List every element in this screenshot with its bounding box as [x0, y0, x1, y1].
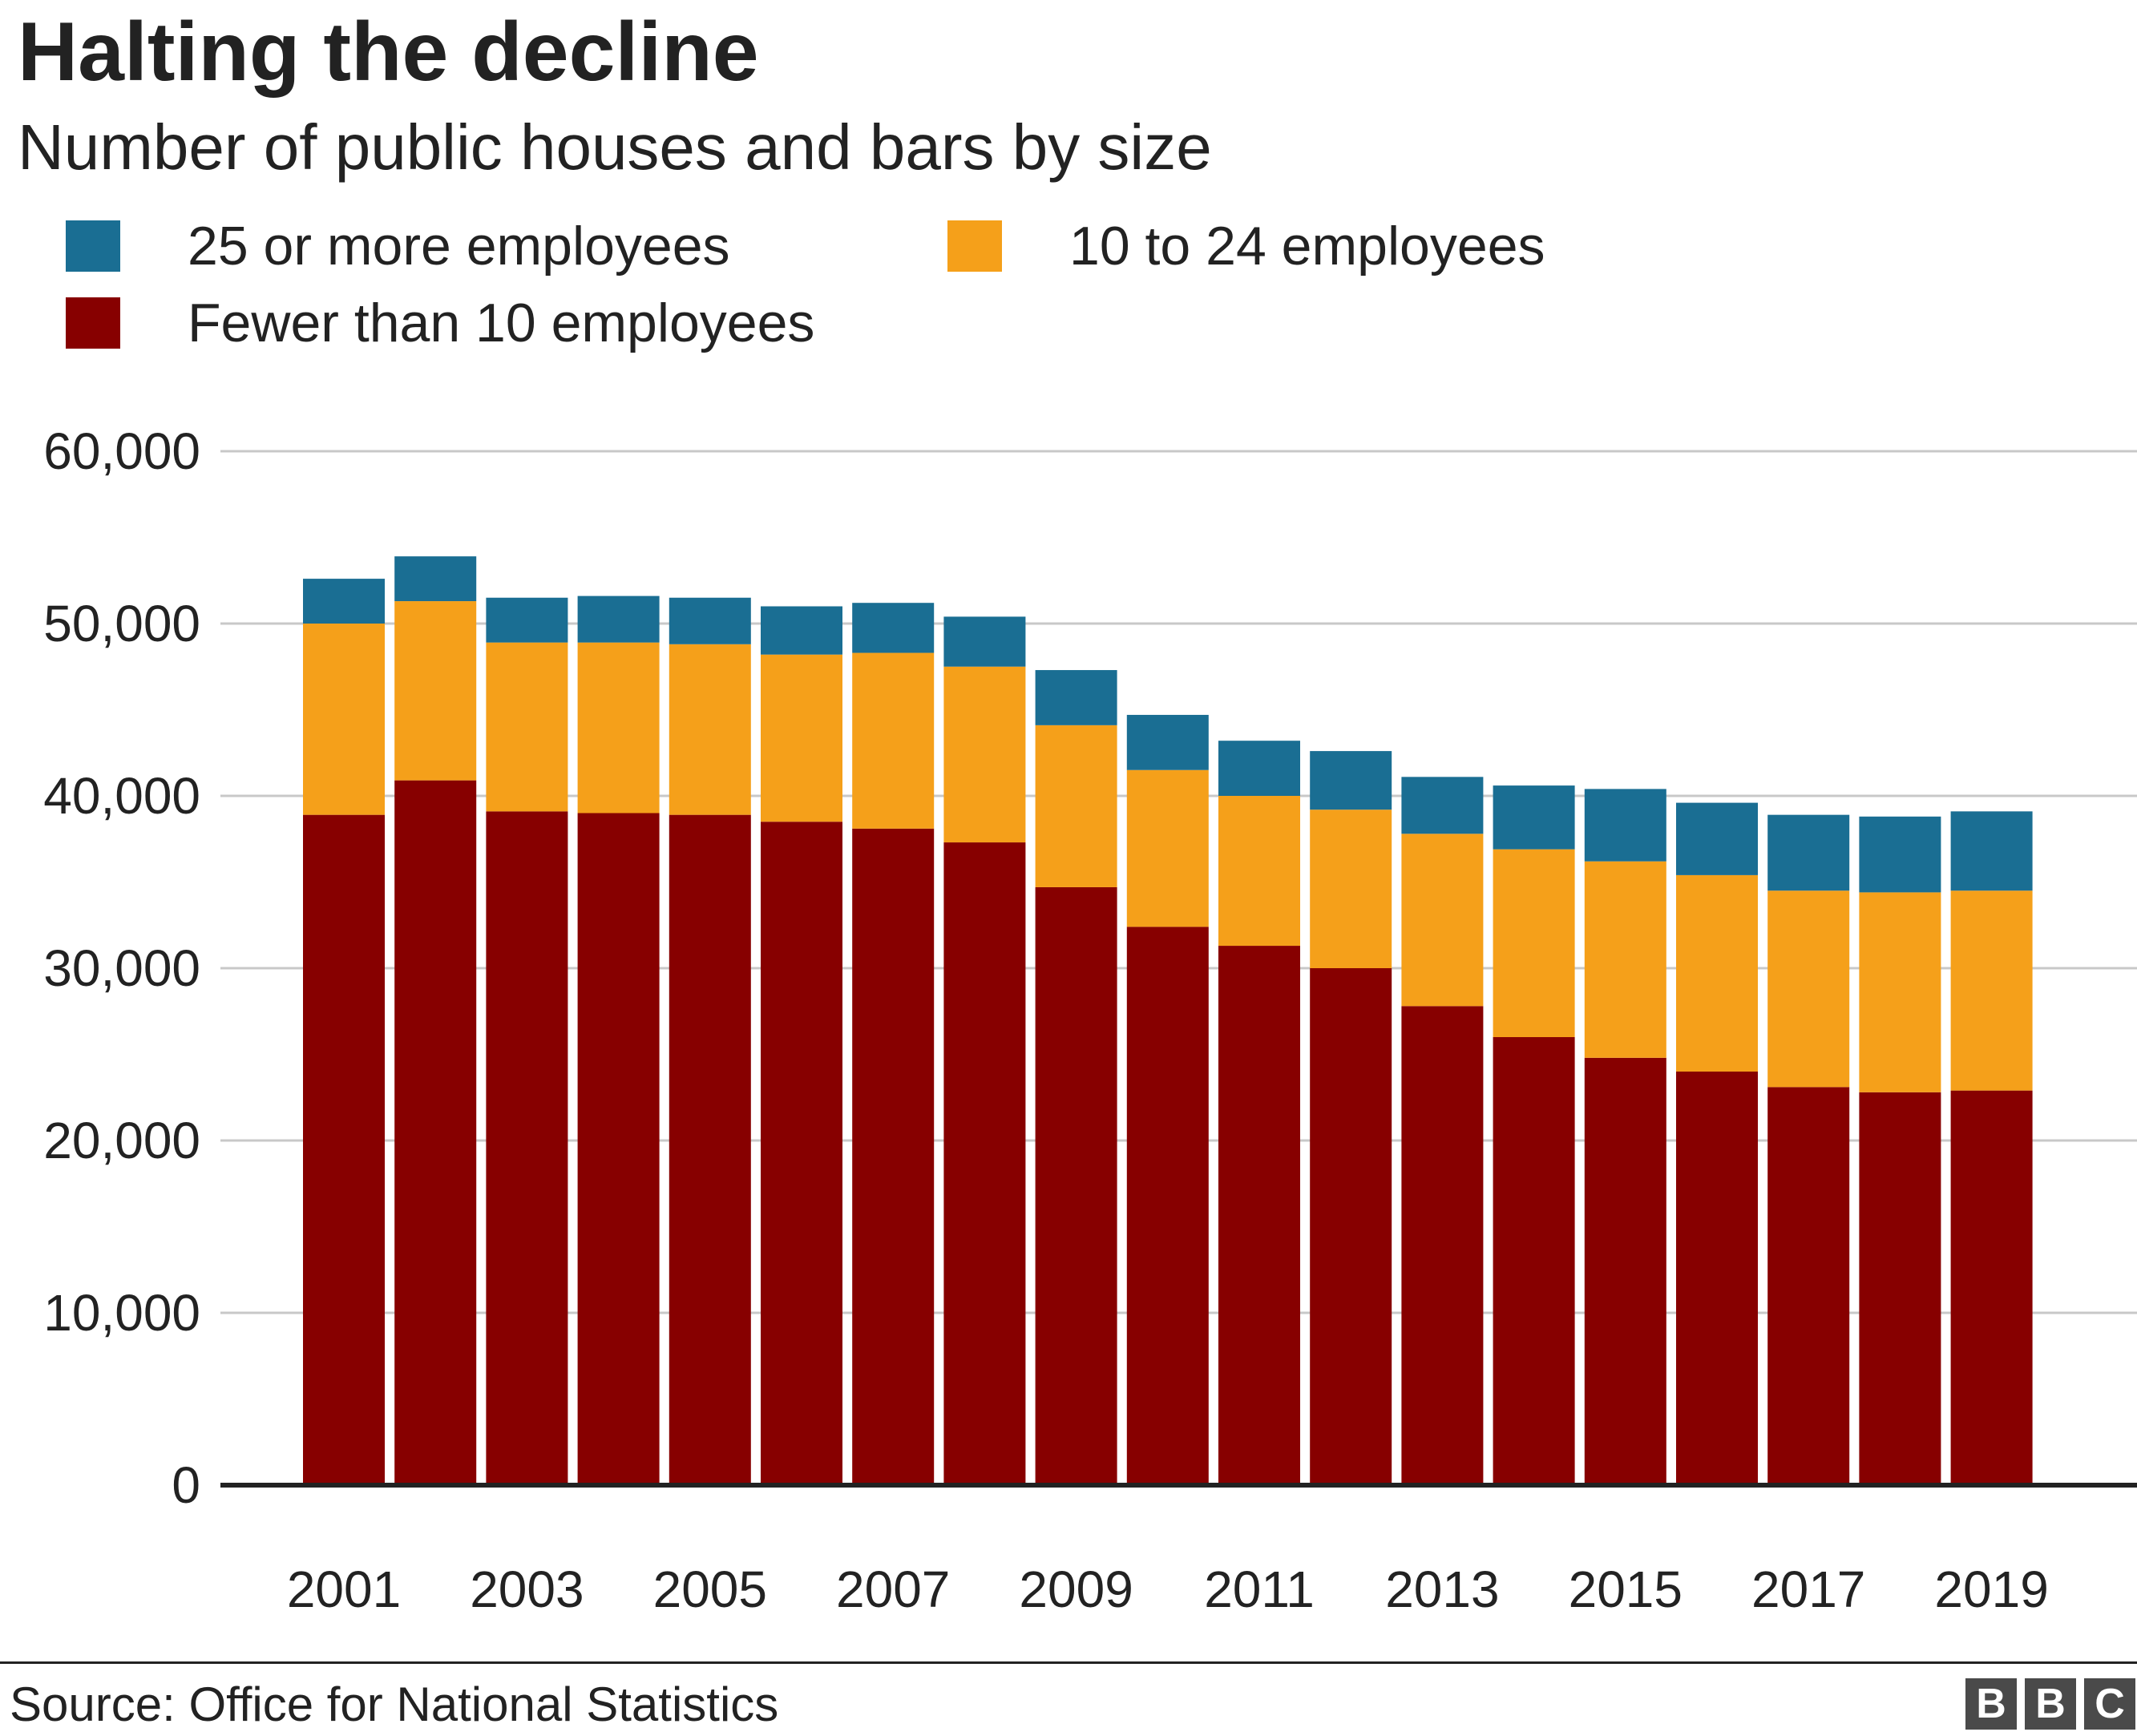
- y-tick-label: 20,000: [43, 1112, 200, 1169]
- bar-segment-25-or-more-employees: [1310, 751, 1392, 810]
- bar-segment-25-or-more-employees: [1035, 670, 1117, 725]
- y-tick-label: 30,000: [43, 939, 200, 997]
- legend-item-under-10: Fewer than 10 employees: [66, 292, 814, 354]
- bar-segment-25-or-more-employees: [303, 579, 385, 624]
- bar-segment-10-to-24-employees: [1767, 890, 1850, 1088]
- legend-item-25-plus: 25 or more employees: [66, 215, 730, 277]
- bar-segment-10-to-24-employees: [303, 624, 385, 815]
- bar-segment-fewer-than-10-employees: [1310, 968, 1392, 1485]
- legend-swatch-25-plus: [66, 220, 120, 272]
- bar-segment-10-to-24-employees: [486, 642, 568, 812]
- x-tick-label: 2017: [1751, 1560, 1865, 1618]
- x-tick-label: 2013: [1385, 1560, 1499, 1618]
- bar-segment-fewer-than-10-employees: [1676, 1072, 1758, 1485]
- bar-segment-fewer-than-10-employees: [486, 811, 568, 1485]
- bar-segment-fewer-than-10-employees: [669, 814, 751, 1485]
- bar-segment-10-to-24-employees: [1218, 796, 1300, 947]
- bbc-logo: B B C: [1965, 1678, 2135, 1730]
- legend-swatch-under-10: [66, 297, 120, 349]
- bar-segment-25-or-more-employees: [577, 595, 660, 643]
- bar-segment-25-or-more-employees: [1859, 816, 1941, 893]
- bar-segment-fewer-than-10-employees: [1401, 1006, 1484, 1485]
- bar-segment-fewer-than-10-employees: [1767, 1087, 1850, 1485]
- bar-segment-fewer-than-10-employees: [1859, 1092, 1941, 1485]
- x-tick-label: 2003: [470, 1560, 584, 1618]
- bar-segment-fewer-than-10-employees: [394, 780, 477, 1485]
- bar-segment-fewer-than-10-employees: [303, 814, 385, 1485]
- x-tick-label: 2001: [287, 1560, 401, 1618]
- x-tick-label: 2019: [1934, 1560, 2048, 1618]
- bar-segment-25-or-more-employees: [852, 603, 935, 653]
- bar-segment-fewer-than-10-employees: [1218, 946, 1300, 1485]
- bar-segment-fewer-than-10-employees: [761, 822, 842, 1485]
- bar-segment-10-to-24-employees: [394, 601, 477, 781]
- bbc-logo-letter: C: [2084, 1678, 2135, 1730]
- x-tick-label: 2009: [1019, 1560, 1133, 1618]
- legend-label-under-10: Fewer than 10 employees: [188, 293, 815, 353]
- bar-segment-10-to-24-employees: [577, 642, 660, 813]
- bar-segment-fewer-than-10-employees: [852, 828, 935, 1485]
- bar-segment-25-or-more-employees: [669, 597, 751, 644]
- stacked-bar-chart: 0 10,000 20,000 30,000 40,000 50,000 60,000 200…: [43, 422, 2137, 1618]
- y-tick-label: 0: [172, 1456, 200, 1514]
- legend-label-25-plus: 25 or more employees: [188, 216, 730, 277]
- bar-segment-fewer-than-10-employees: [1584, 1057, 1666, 1485]
- bar-segment-10-to-24-employees: [852, 652, 935, 829]
- bar-segment-25-or-more-employees: [1950, 811, 2033, 891]
- bar-segment-10-to-24-employees: [1584, 861, 1666, 1058]
- x-tick-label: 2011: [1204, 1560, 1315, 1618]
- legend-swatch-10-to-24: [947, 220, 1002, 272]
- y-tick-label: 50,000: [43, 595, 200, 652]
- bar-segment-25-or-more-employees: [394, 556, 477, 602]
- bar-segment-25-or-more-employees: [1126, 714, 1209, 770]
- footer-divider: [0, 1661, 2137, 1664]
- bar-segment-25-or-more-employees: [1584, 789, 1666, 862]
- chart-title: Halting the decline: [18, 6, 759, 99]
- bar-segment-fewer-than-10-employees: [577, 813, 660, 1485]
- x-tick-label: 2015: [1569, 1560, 1683, 1618]
- bar-segment-25-or-more-employees: [761, 606, 842, 655]
- source-note: Source: Office for National Statistics: [10, 1677, 779, 1731]
- bar-segment-10-to-24-employees: [1035, 725, 1117, 887]
- bar-segment-fewer-than-10-employees: [1493, 1037, 1575, 1485]
- y-tick-label: 60,000: [43, 422, 200, 480]
- bar-segment-10-to-24-employees: [943, 666, 1026, 843]
- x-tick-label: 2007: [836, 1560, 950, 1618]
- bar-segment-fewer-than-10-employees: [1035, 886, 1117, 1485]
- bar-segment-25-or-more-employees: [1493, 785, 1575, 850]
- y-tick-label: 40,000: [43, 767, 200, 825]
- bar-segment-10-to-24-employees: [1493, 849, 1575, 1037]
- bar-segment-10-to-24-employees: [669, 644, 751, 815]
- bar-segment-10-to-24-employees: [1310, 809, 1392, 968]
- bar-segment-10-to-24-employees: [1950, 890, 2033, 1091]
- bar-segment-10-to-24-employees: [1401, 834, 1484, 1007]
- bar-segment-25-or-more-employees: [486, 597, 568, 643]
- bbc-logo-letter: B: [1965, 1678, 2017, 1730]
- bar-segment-25-or-more-employees: [1218, 741, 1300, 796]
- legend-item-10-to-24: 10 to 24 employees: [947, 215, 1545, 277]
- bar-segment-25-or-more-employees: [1767, 814, 1850, 891]
- bar-segment-10-to-24-employees: [761, 654, 842, 822]
- bar-segment-fewer-than-10-employees: [1126, 927, 1209, 1485]
- bar-segment-fewer-than-10-employees: [943, 842, 1026, 1485]
- bar-segment-10-to-24-employees: [1676, 874, 1758, 1072]
- bar-segment-10-to-24-employees: [1859, 892, 1941, 1092]
- y-tick-label: 10,000: [43, 1284, 200, 1342]
- bar-segment-10-to-24-employees: [1126, 769, 1209, 927]
- bar-segment-25-or-more-employees: [943, 616, 1026, 667]
- bar-segment-25-or-more-employees: [1676, 802, 1758, 875]
- bbc-logo-letter: B: [2025, 1678, 2076, 1730]
- chart-subtitle: Number of public houses and bars by size: [18, 111, 1212, 183]
- bar-segment-25-or-more-employees: [1401, 777, 1484, 834]
- legend-label-10-to-24: 10 to 24 employees: [1069, 216, 1545, 277]
- x-tick-label: 2005: [653, 1560, 767, 1618]
- bar-segment-fewer-than-10-employees: [1950, 1090, 2033, 1485]
